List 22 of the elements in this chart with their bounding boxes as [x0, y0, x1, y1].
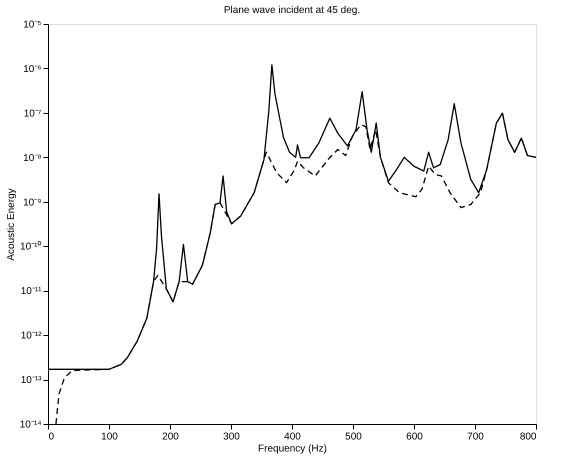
y-tick-label: 10⁻⁶ — [23, 64, 42, 75]
y-tick-label: 10⁻⁸ — [23, 152, 42, 164]
y-tick-label: 10⁻⁹ — [23, 197, 42, 208]
chart-title: Plane wave incident at 45 deg. — [224, 5, 360, 16]
y-tick-label: 10⁻¹⁴ — [20, 420, 42, 430]
y-tick-label: 10⁻¹⁰ — [20, 240, 42, 253]
y-tick-label: 10⁻⁵ — [23, 20, 42, 30]
x-tick-label: 700 — [467, 432, 484, 442]
y-tick-label: 10⁻⁷ — [24, 108, 42, 120]
y-tick-label: 10⁻¹² — [20, 330, 42, 342]
x-tick-label: 300 — [223, 432, 240, 442]
x-tick-label: 500 — [345, 432, 362, 442]
x-tick-label: 0 — [48, 432, 54, 442]
x-tick-label: 200 — [162, 432, 180, 442]
y-tick-label: 10⁻¹³ — [20, 375, 42, 386]
y-axis-title: Acoustic Energy — [6, 188, 17, 261]
y-tick-label: 10⁻¹¹ — [20, 286, 42, 298]
x-axis-title: Frequency (Hz) — [258, 444, 327, 454]
x-tick-label: 800 — [520, 432, 537, 442]
x-tick-label: 100 — [101, 432, 118, 442]
x-tick-label: 400 — [284, 432, 302, 442]
x-tick-label: 600 — [406, 432, 424, 442]
